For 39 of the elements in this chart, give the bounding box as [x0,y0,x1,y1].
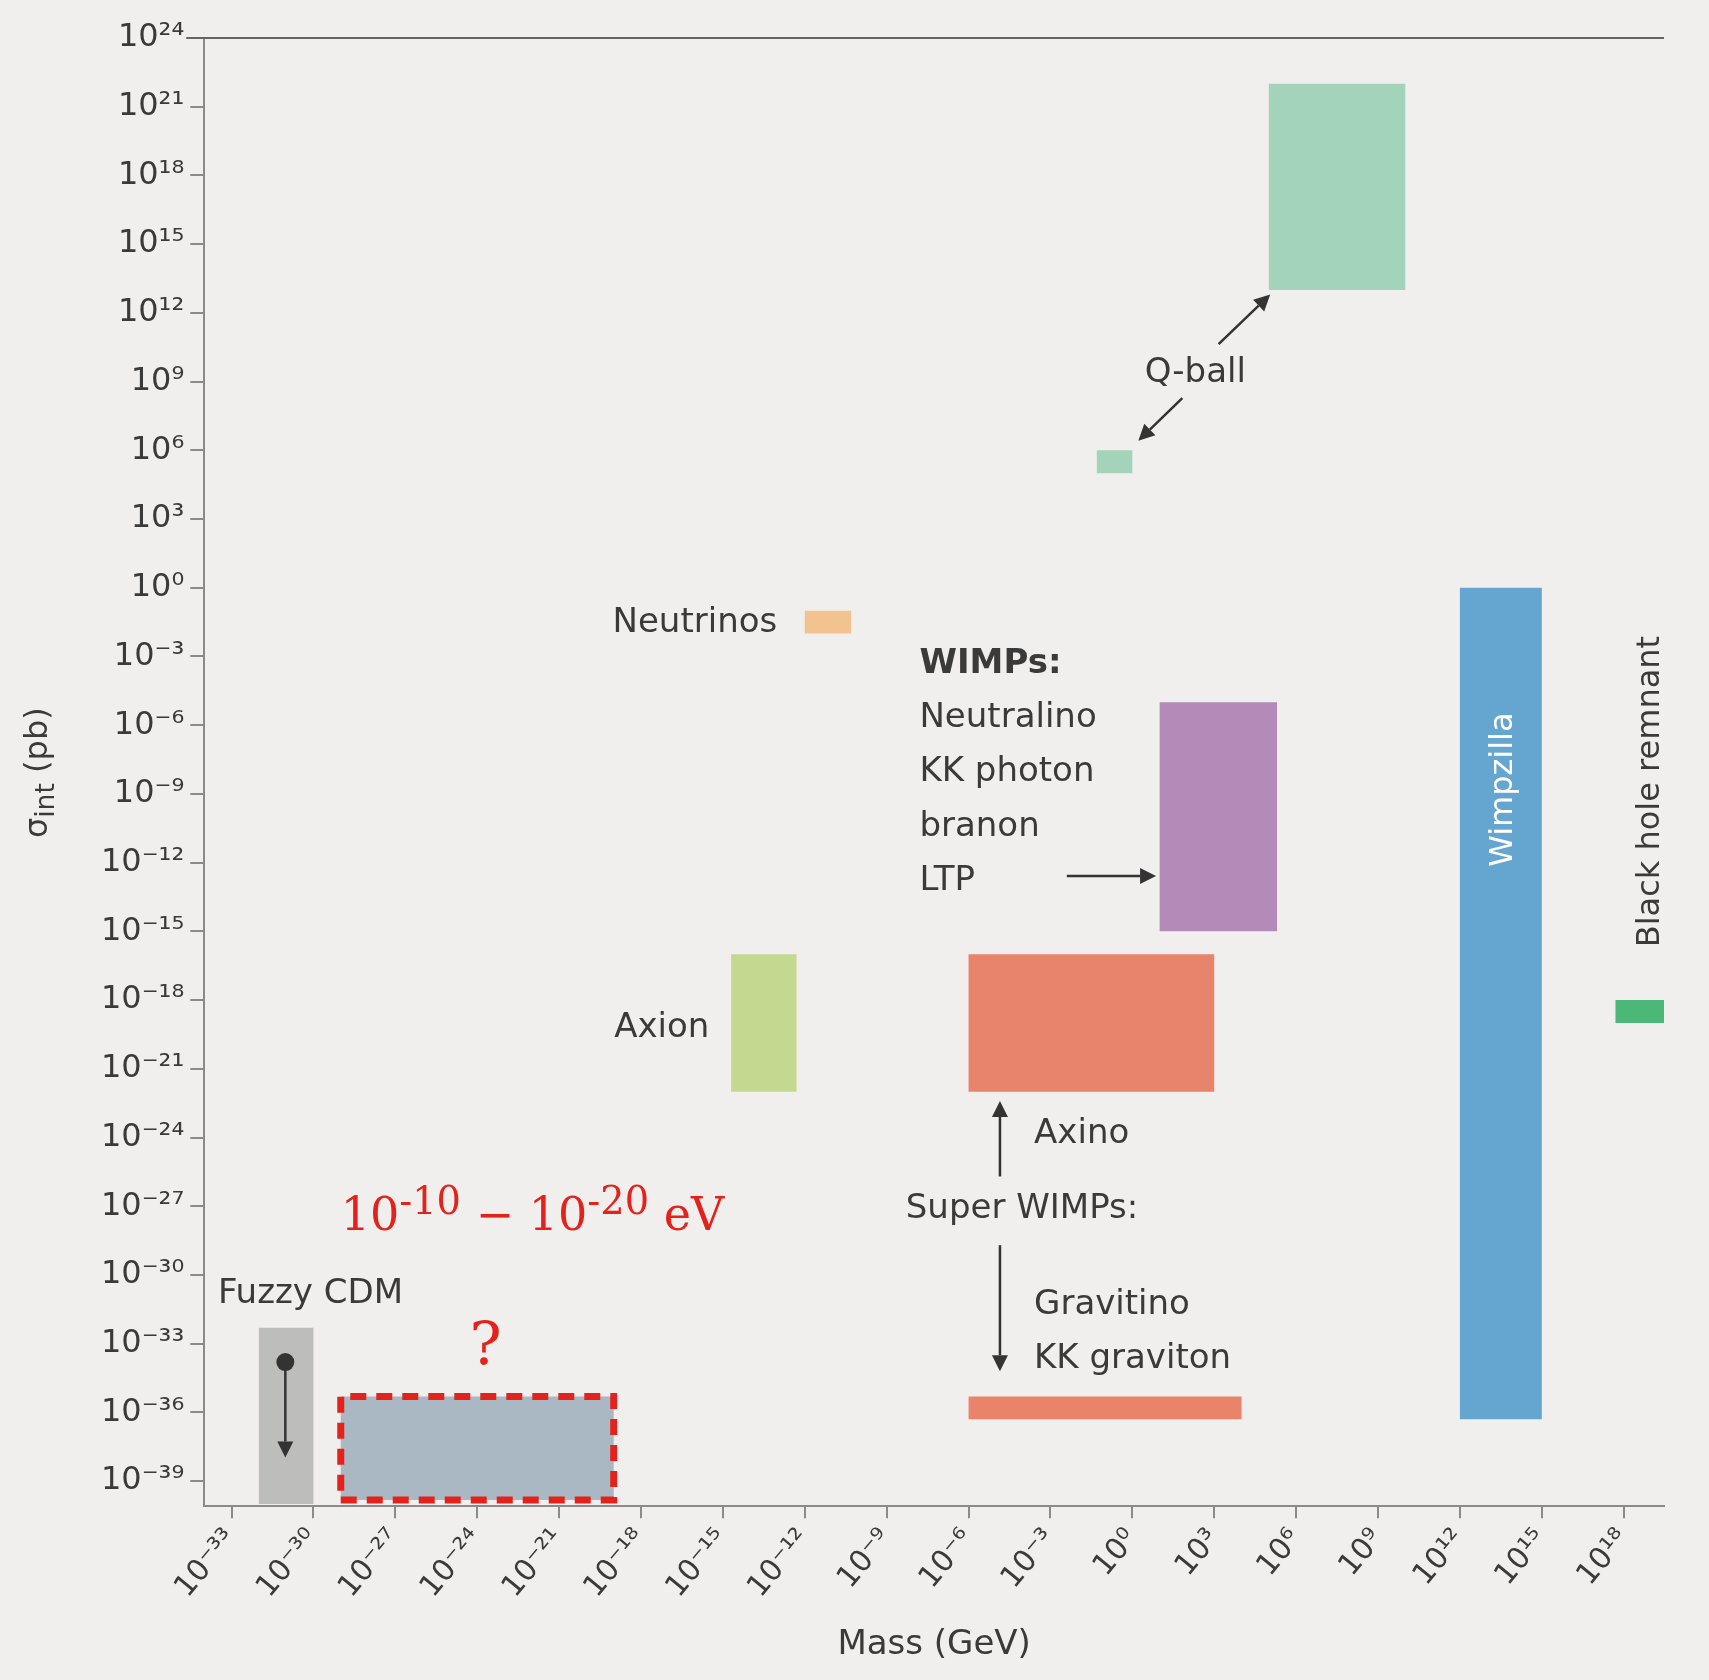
x-tick-label: 10⁰ [1084,1520,1144,1582]
annotation: Axion [614,1004,710,1048]
y-tick-label: 10³ [130,497,185,536]
y-tick-label: 10⁻³³ [101,1322,185,1361]
annotation: Axino [1034,1109,1130,1153]
annotation: ? [469,1307,502,1381]
y-tick-label: 10⁶ [130,428,185,467]
y-tick-label: 10⁻¹⁸ [101,978,185,1017]
y-tick-label: 10⁰ [130,566,185,605]
y-tick-label: 10⁻⁶ [113,703,185,742]
y-tick-label: 10⁻³⁰ [101,1253,185,1292]
annotation: Q-ball [1144,349,1246,393]
x-tick-label: 10⁹ [1330,1520,1390,1582]
y-tick-label: 10¹⁸ [117,153,185,192]
annotation: Gravitino KK graviton [1034,1280,1232,1379]
annotation: WIMPs: Neutralino KK photon branon LTP [919,639,1097,901]
y-tick-label: 10⁻³ [113,634,185,673]
x-tick-label: 10³ [1166,1520,1226,1582]
y-tick-label: 10¹⁵ [117,222,185,261]
y-tick-label: 10⁻¹⁵ [101,909,185,948]
y-tick-label: 10⁻²⁷ [101,1184,185,1223]
y-tick-label: 10⁹ [130,359,185,398]
y-tick-label: 10⁻³⁶ [101,1390,185,1429]
annotation: 10$^{-10}$ − 10$^{-20}$ eV [340,1176,725,1244]
y-tick-label: 10²¹ [117,85,185,124]
y-tick-label: 10⁻¹² [101,840,185,879]
y-tick-label: 10⁻³⁹ [101,1459,185,1498]
annotation: Black hole remnant [1627,636,1668,948]
y-tick-label: 10⁻²⁴ [101,1115,185,1154]
annotation: Neutrinos [612,598,778,642]
x-tick-label: 10⁶ [1248,1520,1308,1582]
annotation: Super WIMPs: [905,1185,1139,1229]
y-tick-label: 10¹² [117,291,185,330]
y-tick-label: 10⁻⁹ [113,772,185,811]
y-tick-label: 10⁻²¹ [101,1047,185,1086]
annotation: Wimpzilla [1480,712,1521,867]
annotation: Fuzzy CDM [217,1270,404,1313]
y-tick-label: 10²⁴ [117,16,185,55]
x-axis-title: Mass (GeV) [837,1622,1031,1663]
